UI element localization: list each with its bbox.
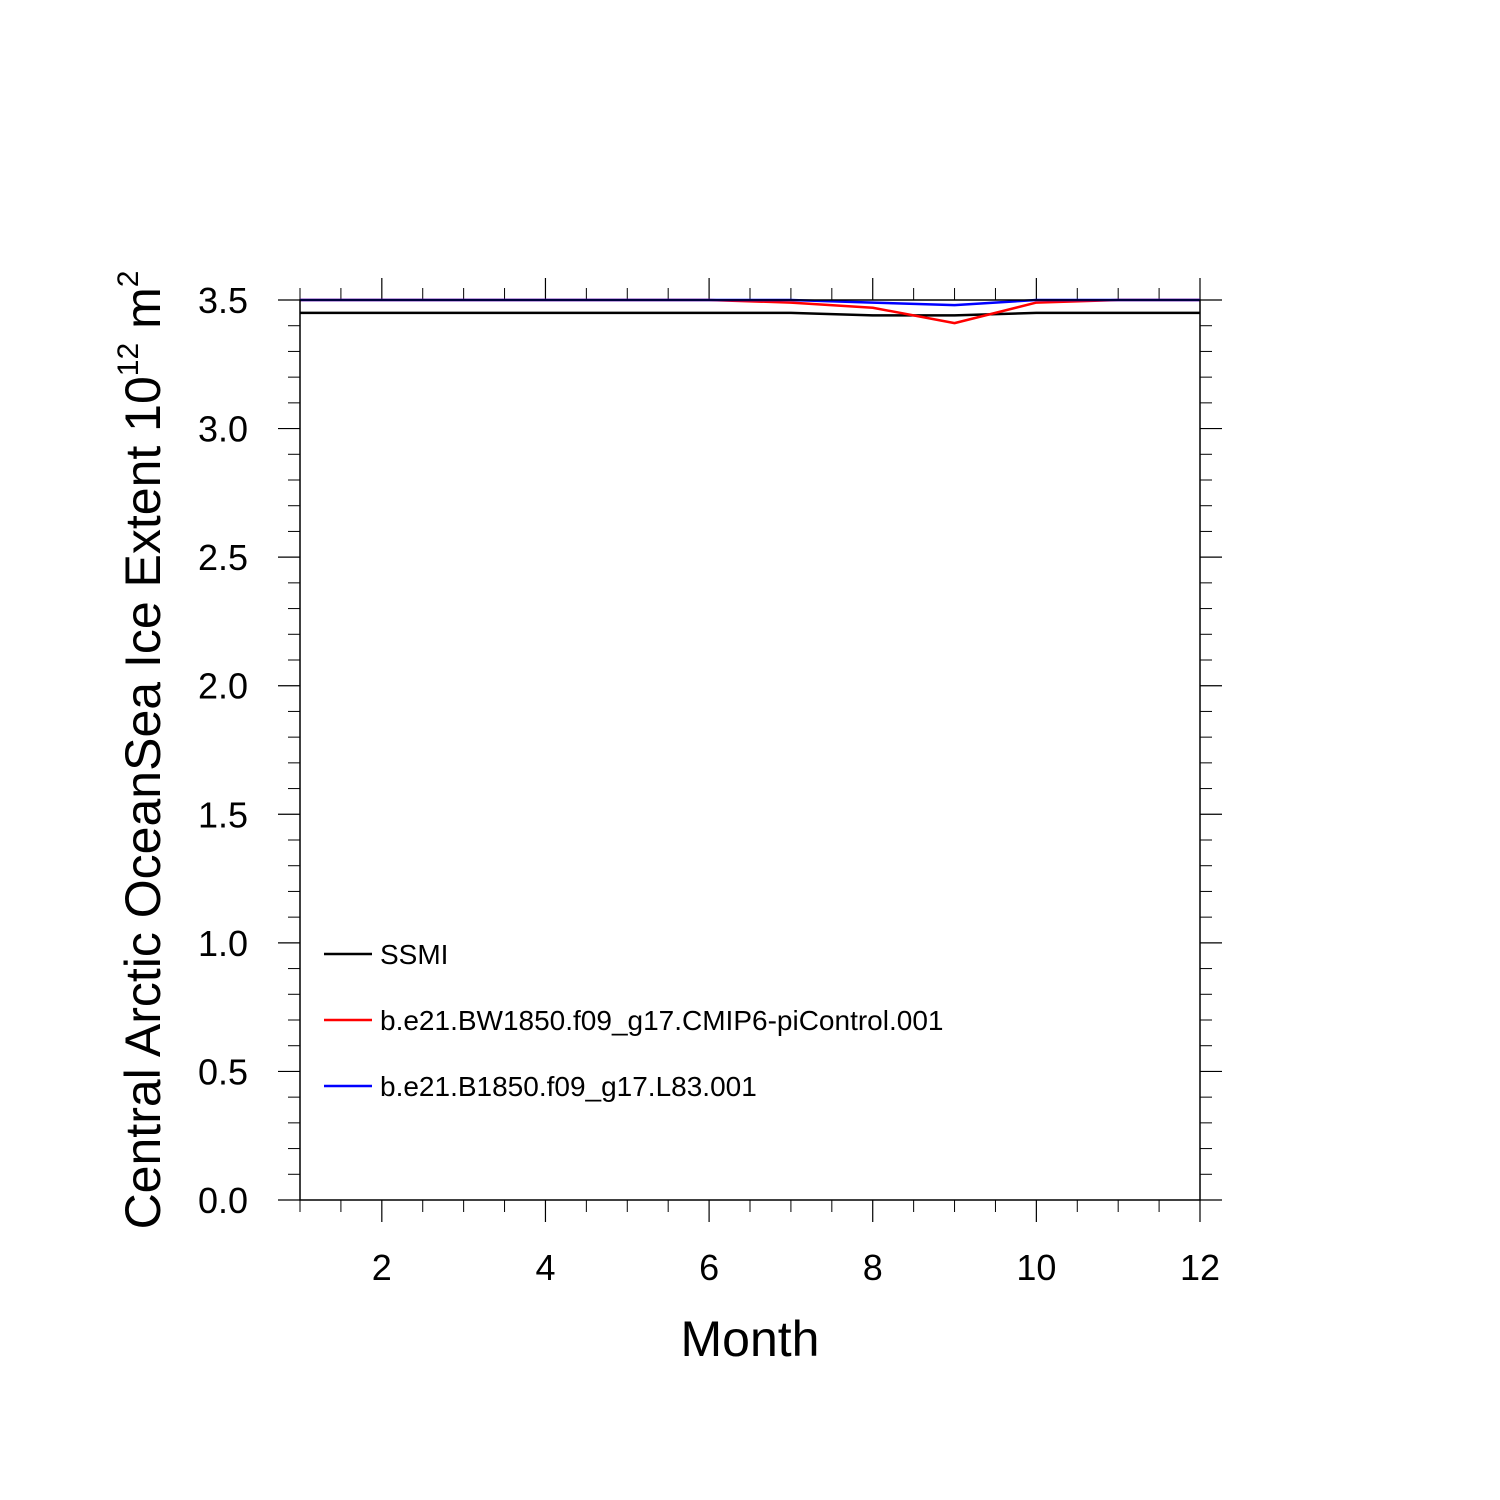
y-tick-label: 2.0: [198, 666, 248, 707]
x-tick-label: 4: [535, 1247, 555, 1288]
series-line-ssmi: [300, 311, 1200, 317]
x-tick-label: 12: [1180, 1247, 1220, 1288]
y-tick-label: 2.5: [198, 537, 248, 578]
y-tick-label: 0.5: [198, 1051, 248, 1092]
legend-item-bw1850: b.e21.BW1850.f09_g17.CMIP6-piControl.001: [324, 1005, 943, 1036]
x-tick-label: 8: [863, 1247, 883, 1288]
y-tick-label: 1.5: [198, 794, 248, 835]
y-axis-title-text: Central Arctic OceanSea Ice Extent 10: [115, 376, 171, 1229]
x-axis-title: Month: [681, 1311, 820, 1367]
y-axis-title-exponent: 12: [112, 343, 145, 376]
x-tick-label: 6: [699, 1247, 719, 1288]
y-axis-title-unit-exponent: 2: [112, 271, 145, 288]
series-lines: [300, 298, 1200, 325]
y-tick-label: 3.5: [198, 280, 248, 321]
y-axis-title: Central Arctic OceanSea Ice Extent 1012 …: [112, 271, 171, 1230]
x-tick-label: 2: [372, 1247, 392, 1288]
plot-frame: [299, 299, 1201, 1201]
tick-marks: [278, 278, 1222, 1222]
legend-item-ssmi: SSMI: [324, 939, 448, 970]
y-tick-label: 3.0: [198, 409, 248, 450]
legend-label-ssmi: SSMI: [380, 939, 448, 970]
legend-label-bw1850: b.e21.BW1850.f09_g17.CMIP6-piControl.001: [380, 1005, 943, 1036]
y-tick-label: 0.0: [198, 1180, 248, 1221]
legend-item-b1850: b.e21.B1850.f09_g17.L83.001: [324, 1071, 757, 1102]
y-tick-label: 1.0: [198, 923, 248, 964]
series-line-bw1850: [300, 298, 1200, 325]
x-tick-label: 10: [1016, 1247, 1056, 1288]
legend: SSMI b.e21.BW1850.f09_g17.CMIP6-piContro…: [324, 939, 943, 1102]
tick-labels: 2 4 6 8 10 12 0.0 0.5 1.0 1.5 2.0 2.5 3.0 3.5: [198, 280, 1220, 1288]
legend-label-b1850: b.e21.B1850.f09_g17.L83.001: [380, 1071, 757, 1102]
y-axis-title-unit: m: [115, 287, 171, 343]
